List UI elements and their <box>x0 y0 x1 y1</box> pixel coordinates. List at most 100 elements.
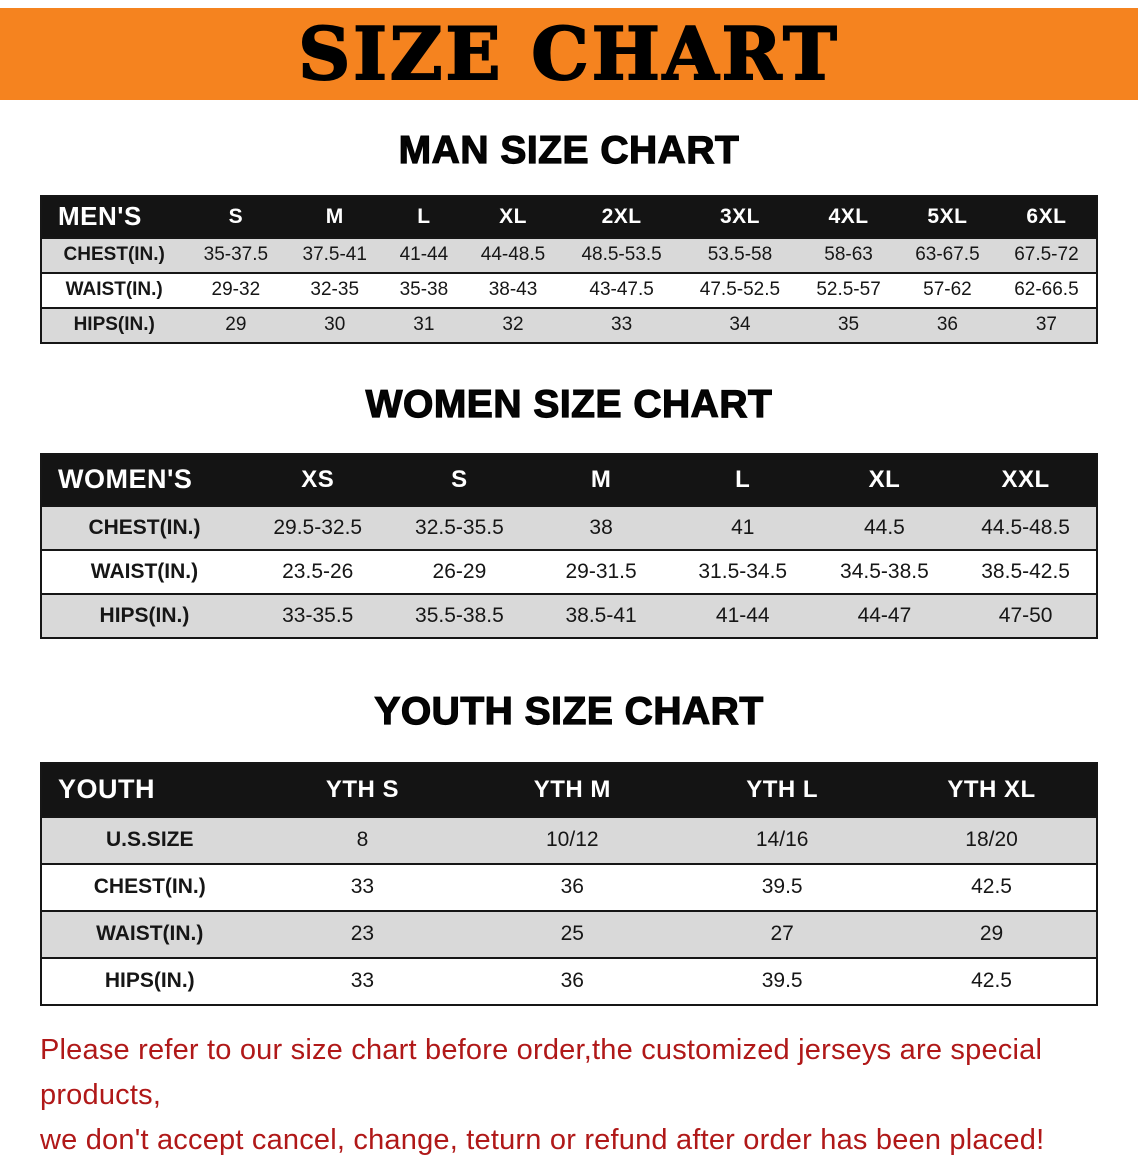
size-cell: 34.5-38.5 <box>813 548 956 594</box>
size-cell: 27 <box>677 909 888 958</box>
size-cell: 41 <box>671 504 814 550</box>
column-header: M <box>285 195 385 238</box>
header-row: WOMEN'S XS S M L XL XXL <box>41 453 1097 506</box>
size-cell: 26-29 <box>388 548 531 594</box>
size-cell: 8 <box>257 815 468 864</box>
size-cell: 43-47.5 <box>562 271 681 308</box>
size-cell: 29-32 <box>186 271 286 308</box>
size-cell: 32.5-35.5 <box>388 504 531 550</box>
size-cell: 38-43 <box>463 271 563 308</box>
table-row: CHEST(IN.) 29.5-32.5 32.5-35.5 38 41 44.5 44.5… <box>41 504 1097 550</box>
size-cell: 33 <box>257 956 468 1005</box>
row-label: WAIST(IN.) <box>41 548 247 594</box>
section-youth: YOUTH SIZE CHART YOUTH YTH S YTH M YTH L YTH … <box>0 689 1138 1006</box>
column-header: S <box>388 453 531 506</box>
size-cell: 29 <box>887 909 1097 958</box>
size-cell: 58-63 <box>799 236 898 273</box>
column-header: S <box>186 195 286 238</box>
table-row: WAIST(IN.) 29-32 32-35 35-38 38-43 43-47.5 47.… <box>41 271 1097 308</box>
section-womens: WOMEN SIZE CHART WOMEN'S XS S M L XL XXL CHEST(I… <box>0 382 1138 639</box>
size-cell: 35-38 <box>384 271 464 308</box>
size-cell: 57-62 <box>898 271 997 308</box>
size-cell: 62-66.5 <box>996 271 1097 308</box>
column-header: YTH S <box>257 762 468 817</box>
size-cell: 33-35.5 <box>246 592 389 638</box>
disclaimer: Please refer to our size chart before or… <box>40 1028 1122 1162</box>
row-label: HIPS(IN.) <box>41 592 247 638</box>
section-mens: MAN SIZE CHART MEN'S S M L XL 2XL 3XL 4XL 5XL 6XL C… <box>0 129 1138 344</box>
table-row: WAIST(IN.) 23 25 27 29 <box>41 909 1097 958</box>
size-cell: 67.5-72 <box>996 236 1097 273</box>
size-cell: 36 <box>898 306 997 343</box>
page-title: SIZE CHART <box>297 11 840 96</box>
column-header: 4XL <box>799 195 898 238</box>
row-label: CHEST(IN.) <box>41 504 247 550</box>
size-cell: 48.5-53.5 <box>562 236 681 273</box>
column-header: YTH XL <box>887 762 1097 817</box>
size-cell: 53.5-58 <box>680 236 800 273</box>
column-header: 3XL <box>680 195 800 238</box>
size-cell: 41-44 <box>384 236 464 273</box>
size-cell: 38.5-42.5 <box>955 548 1097 594</box>
mens-table-wrap: MEN'S S M L XL 2XL 3XL 4XL 5XL 6XL CHEST(IN.) 35-37… <box>40 194 1098 344</box>
youth-size-table: YOUTH YTH S YTH M YTH L YTH XL U.S.SIZE 8 10/12… <box>40 761 1098 1006</box>
header-row: MEN'S S M L XL 2XL 3XL 4XL 5XL 6XL <box>41 195 1097 238</box>
size-cell: 47-50 <box>955 592 1097 638</box>
row-label: HIPS(IN.) <box>41 956 258 1005</box>
size-cell: 42.5 <box>887 956 1097 1005</box>
table-row: HIPS(IN.) 29 30 31 32 33 34 35 36 37 <box>41 306 1097 343</box>
size-cell: 31 <box>384 306 464 343</box>
mens-size-table: MEN'S S M L XL 2XL 3XL 4XL 5XL 6XL CHEST(IN.) 35-37… <box>40 194 1098 344</box>
title-banner: SIZE CHART <box>0 8 1138 100</box>
size-cell: 63-67.5 <box>898 236 997 273</box>
size-cell: 29-31.5 <box>530 548 672 594</box>
size-cell: 35 <box>799 306 898 343</box>
size-cell: 10/12 <box>467 815 678 864</box>
size-cell: 31.5-34.5 <box>671 548 814 594</box>
size-cell: 52.5-57 <box>799 271 898 308</box>
size-cell: 34 <box>680 306 800 343</box>
womens-table-wrap: WOMEN'S XS S M L XL XXL CHEST(IN.) 29.5-32.5 32.5… <box>40 452 1098 639</box>
size-cell: 36 <box>467 862 678 911</box>
size-cell: 38.5-41 <box>530 592 672 638</box>
table-row: WAIST(IN.) 23.5-26 26-29 29-31.5 31.5-34.5 34… <box>41 548 1097 594</box>
size-cell: 18/20 <box>887 815 1097 864</box>
youth-section-heading: YOUTH SIZE CHART <box>374 689 764 733</box>
womens-size-table: WOMEN'S XS S M L XL XXL CHEST(IN.) 29.5-32.5 32.5… <box>40 452 1098 639</box>
row-label: HIPS(IN.) <box>41 306 187 343</box>
size-cell: 39.5 <box>677 956 888 1005</box>
row-label: CHEST(IN.) <box>41 862 258 911</box>
size-cell: 44-48.5 <box>463 236 563 273</box>
column-header: XS <box>246 453 389 506</box>
disclaimer-line-1: Please refer to our size chart before or… <box>40 1033 1043 1111</box>
column-header: 6XL <box>996 195 1097 238</box>
row-label: U.S.SIZE <box>41 815 258 864</box>
size-cell: 23 <box>257 909 468 958</box>
header-row: YOUTH YTH S YTH M YTH L YTH XL <box>41 762 1097 817</box>
size-cell: 39.5 <box>677 862 888 911</box>
womens-section-heading: WOMEN SIZE CHART <box>365 382 773 426</box>
table-title-cell: YOUTH <box>41 762 258 817</box>
size-cell: 44.5 <box>813 504 956 550</box>
size-cell: 38 <box>530 504 672 550</box>
size-cell: 42.5 <box>887 862 1097 911</box>
table-row: CHEST(IN.) 35-37.5 37.5-41 41-44 44-48.5 48.5… <box>41 236 1097 273</box>
size-cell: 33 <box>257 862 468 911</box>
table-title-cell: WOMEN'S <box>41 453 247 506</box>
size-cell: 44.5-48.5 <box>955 504 1097 550</box>
row-label: CHEST(IN.) <box>41 236 187 273</box>
column-header: L <box>384 195 464 238</box>
table-row: CHEST(IN.) 33 36 39.5 42.5 <box>41 862 1097 911</box>
size-cell: 14/16 <box>677 815 888 864</box>
size-cell: 33 <box>562 306 681 343</box>
size-cell: 32 <box>463 306 563 343</box>
row-label: WAIST(IN.) <box>41 271 187 308</box>
size-cell: 32-35 <box>285 271 385 308</box>
column-header: M <box>530 453 672 506</box>
disclaimer-line-2: we don't accept cancel, change, teturn o… <box>40 1123 1045 1156</box>
column-header: XXL <box>955 453 1097 506</box>
size-cell: 36 <box>467 956 678 1005</box>
table-row: U.S.SIZE 8 10/12 14/16 18/20 <box>41 815 1097 864</box>
mens-section-heading: MAN SIZE CHART <box>398 129 740 173</box>
column-header: 2XL <box>562 195 681 238</box>
